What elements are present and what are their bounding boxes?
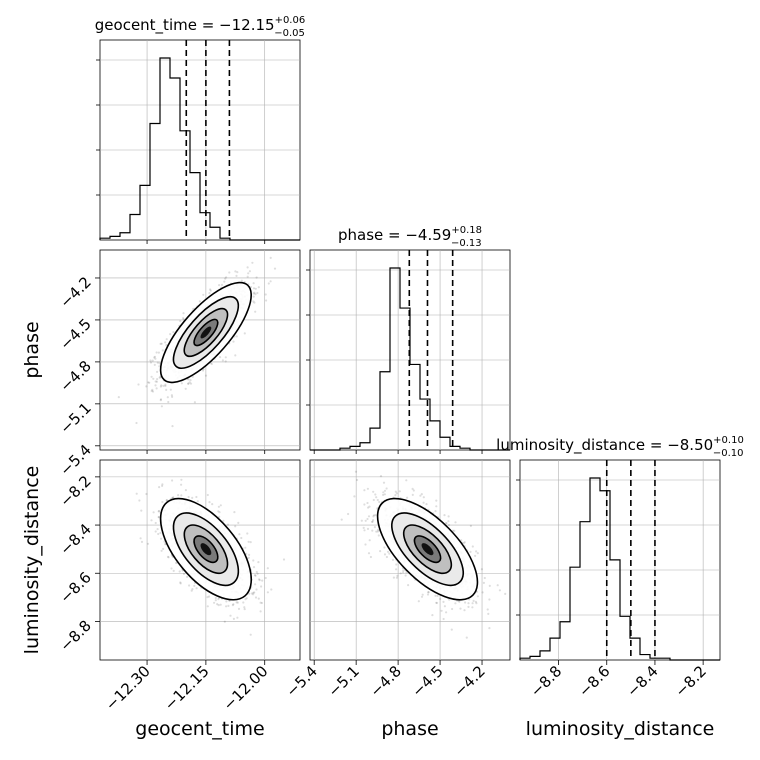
contour-level-4 [200,326,212,339]
x-axis-label-geocent_time: geocent_time [135,718,264,740]
hist-panel-geocent_time: geocent_time = −12.15+0.06 −0.05 [95,15,305,241]
y-tick-label-phase: −4.5 [56,315,94,353]
x-tick-label-phase: −5.4 [283,662,321,700]
x-tick-label-phase: −5.1 [324,662,362,700]
x-tick-label-phase: −4.5 [408,662,446,700]
scatter-points [117,250,277,428]
histogram-phase [310,267,510,451]
y-tick-label-luminosity_distance: −8.6 [56,568,94,606]
y-axis-label-luminosity_distance: luminosity_distance [21,466,43,655]
y-tick-label-luminosity_distance: −8.4 [56,520,94,558]
x-axis-label-phase: phase [381,718,438,740]
hist-panel-luminosity_distance: luminosity_distance = −8.50+0.10 −0.10 [496,435,744,661]
title-luminosity_distance: luminosity_distance = −8.50+0.10 −0.10 [496,435,744,459]
scatter-panel-geocent_time-luminosity_distance [99,459,301,661]
x-tick-label-luminosity_distance: −8.8 [527,662,565,700]
contour-level-4 [200,543,212,556]
x-tick-label-geocent_time: −12.00 [220,662,272,714]
scatter-panel-geocent_time-phase [99,249,301,451]
histogram-luminosity_distance [519,477,720,661]
y-tick-label-phase: −5.1 [56,399,94,437]
title-geocent_time: geocent_time = −12.15+0.06 −0.05 [95,15,305,39]
histogram-geocent_time [99,57,300,241]
contour-level-4 [421,543,434,556]
scatter-points [135,478,286,636]
y-axis-label-phase: phase [21,321,43,378]
x-axis-label-luminosity_distance: luminosity_distance [526,718,715,740]
x-tick-label-geocent_time: −12.15 [161,662,213,714]
scatter-panel-phase-luminosity_distance [309,459,511,661]
x-tick-label-geocent_time: −12.30 [102,662,154,714]
y-tick-label-phase: −4.8 [56,357,94,395]
x-tick-label-luminosity_distance: −8.4 [623,662,661,700]
x-tick-label-phase: −4.8 [366,662,404,700]
title-phase: phase = −4.59+0.18 −0.13 [338,225,482,249]
x-tick-label-luminosity_distance: −8.6 [575,662,613,700]
scatter-points [340,470,507,639]
hist-panel-phase: phase = −4.59+0.18 −0.13 [306,225,511,451]
y-tick-label-luminosity_distance: −8.8 [56,617,94,655]
x-tick-label-phase: −4.2 [450,662,488,700]
y-tick-label-phase: −5.4 [56,441,94,479]
y-tick-label-phase: −4.2 [56,273,94,311]
x-tick-label-luminosity_distance: −8.2 [671,662,709,700]
y-tick-label-luminosity_distance: −8.2 [56,472,94,510]
